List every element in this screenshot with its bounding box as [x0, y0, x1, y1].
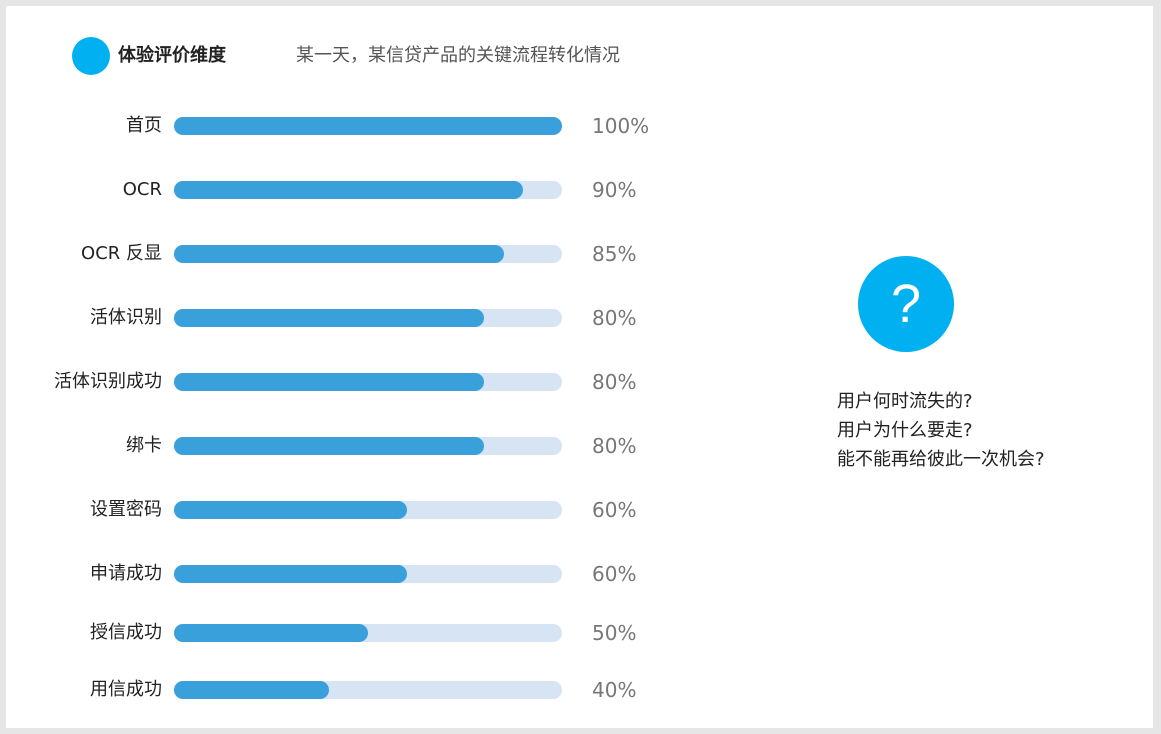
bar-track [174, 437, 562, 455]
bar-value-label: 60% [592, 562, 637, 586]
bar-fill [174, 309, 484, 327]
question-list: 用户何时流失的? 用户为什么要走? 能不能再给彼此一次机会? [837, 387, 1045, 474]
bar-value-label: 60% [592, 498, 637, 522]
bar-label: 绑卡 [126, 435, 162, 456]
bar-value-label: 40% [592, 678, 637, 702]
bar-track [174, 624, 562, 642]
bar-track [174, 309, 562, 327]
bar-fill [174, 373, 484, 391]
bar-label: 首页 [126, 115, 162, 136]
bar-value-label: 80% [592, 434, 637, 458]
bar-track [174, 681, 562, 699]
bar-fill [174, 565, 407, 583]
question-mark-icon: ? [858, 256, 954, 352]
bar-label: 授信成功 [90, 622, 162, 643]
bar-track [174, 373, 562, 391]
bar-value-label: 80% [592, 306, 637, 330]
header-title: 体验评价维度 [118, 45, 226, 66]
bar-track [174, 117, 562, 135]
bar-label: 用信成功 [90, 679, 162, 700]
bar-fill [174, 681, 329, 699]
bar-track [174, 245, 562, 263]
chart-title: 某一天，某信贷产品的关键流程转化情况 [296, 45, 620, 66]
bar-value-label: 85% [592, 242, 637, 266]
bar-value-label: 50% [592, 621, 637, 645]
bar-label: OCR 反显 [81, 243, 162, 264]
bar-label: OCR [122, 179, 162, 200]
bar-label: 申请成功 [90, 563, 162, 584]
bar-fill [174, 624, 368, 642]
question-item: 用户何时流失的? [837, 391, 973, 412]
bar-track [174, 565, 562, 583]
bar-track [174, 181, 562, 199]
bar-fill [174, 181, 523, 199]
bar-fill [174, 117, 562, 135]
bar-value-label: 90% [592, 178, 637, 202]
question-item: 用户为什么要走? [837, 420, 973, 441]
question-item: 能不能再给彼此一次机会? [837, 449, 1045, 470]
bar-label: 活体识别 [90, 307, 162, 328]
header-dot-icon [72, 37, 110, 75]
bar-label: 活体识别成功 [54, 371, 162, 392]
bar-track [174, 501, 562, 519]
bar-label: 设置密码 [90, 499, 162, 520]
bar-fill [174, 245, 504, 263]
bar-value-label: 80% [592, 370, 637, 394]
bar-value-label: 100% [592, 114, 650, 138]
bar-fill [174, 501, 407, 519]
bar-fill [174, 437, 484, 455]
